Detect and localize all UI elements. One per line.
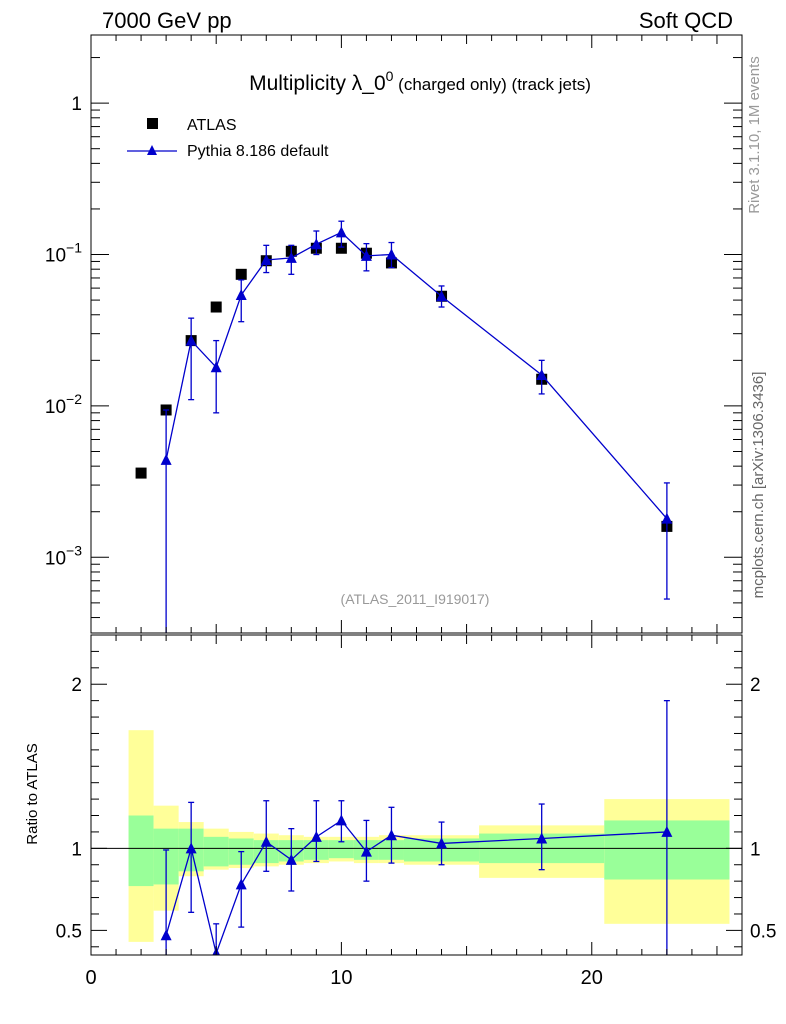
atlas-point	[235, 268, 247, 280]
ratio-y-tick-label-right: 0.5	[750, 921, 776, 942]
pythia-point	[235, 289, 247, 301]
pythia-point	[185, 334, 197, 346]
atlas-point	[210, 301, 222, 313]
pythia-point	[335, 226, 347, 238]
category-label: Soft QCD	[639, 8, 733, 33]
main-series	[135, 220, 673, 633]
y-tick-exp: −3	[66, 542, 82, 558]
legend-atlas-marker	[147, 118, 158, 129]
energy-label: 7000 GeV pp	[102, 8, 232, 33]
ratio-point	[285, 853, 297, 865]
uncertainty-bands	[128, 730, 730, 942]
pythia-point	[661, 512, 673, 524]
legend-pythia-marker	[147, 145, 157, 155]
pythia-point	[160, 453, 172, 465]
ratio-series	[91, 699, 742, 955]
band-inner	[328, 840, 354, 859]
plot-title-sup: 0	[386, 68, 394, 84]
y-tick-label: 1	[71, 94, 82, 115]
pythia-point	[385, 248, 397, 260]
ratio-point	[385, 829, 397, 841]
y-tick-base: 10	[45, 397, 66, 418]
rivet-label: Rivet 3.1.10, 1M events	[746, 56, 763, 214]
y-tick-exp: −1	[66, 240, 82, 256]
x-tick-label: 20	[581, 967, 603, 989]
plot-title: Multiplicity λ_00 (charged only) (track …	[249, 68, 591, 95]
legend-atlas-label: ATLAS	[187, 117, 237, 134]
ratio-point	[310, 830, 322, 842]
legend-pythia-label: Pythia 8.186 default	[187, 143, 329, 160]
ratio-y-tick-label-left: 0.5	[56, 921, 82, 942]
ratio-y-tick-label-left: 2	[71, 675, 82, 696]
ratio-point	[335, 814, 347, 826]
y-tick-base: 1	[71, 94, 82, 115]
ratio-point	[160, 929, 172, 941]
ratio-y-tick-label-right: 2	[750, 675, 761, 696]
y-tick-exp: −2	[66, 391, 82, 407]
y-tick-label: 10−1	[45, 240, 82, 267]
mcplots-label: mcplots.cern.ch [arXiv:1306.3436]	[750, 372, 767, 599]
pythia-point	[210, 361, 222, 373]
band-inner	[128, 815, 154, 887]
atlas-point	[335, 242, 347, 254]
ratio-point	[235, 878, 247, 890]
y-tick-label: 10−2	[45, 391, 82, 418]
x-tick-label: 0	[85, 967, 96, 989]
ratio-point	[661, 825, 673, 837]
plot-title-main: Multiplicity λ_0	[249, 72, 386, 95]
legend: ATLAS Pythia 8.186 default	[127, 117, 329, 160]
ratio-point	[260, 835, 272, 847]
ratio-y-tick-label-left: 1	[71, 839, 82, 860]
ratio-y-tick-label-right: 1	[750, 839, 761, 860]
ratio-point	[360, 845, 372, 857]
y-tick-base: 10	[45, 548, 66, 569]
watermark-analysis-id: (ATLAS_2011_I919017)	[341, 591, 490, 607]
pythia-point	[260, 254, 272, 266]
ratio-y-axis-label: Ratio to ATLAS	[24, 743, 41, 844]
plot-title-tail: (charged only) (track jets)	[393, 75, 590, 94]
pythia-point	[536, 369, 548, 381]
y-tick-base: 10	[45, 246, 66, 267]
pythia-point	[436, 290, 448, 302]
band-inner	[203, 836, 229, 867]
ratio-point	[536, 832, 548, 844]
x-tick-label: 10	[330, 967, 352, 989]
ratio-point	[185, 842, 197, 854]
ratio-point	[436, 837, 448, 849]
atlas-point	[135, 467, 147, 479]
pythia-point	[360, 249, 372, 261]
pythia-point	[285, 251, 297, 263]
pythia-point	[310, 238, 322, 250]
y-tick-label: 10−3	[45, 542, 82, 569]
